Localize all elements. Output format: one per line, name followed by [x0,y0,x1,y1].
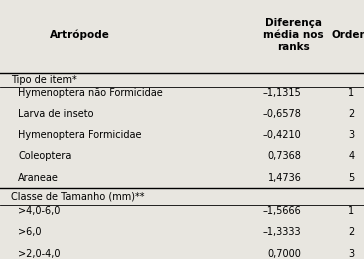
Text: Hymenoptera Formicidae: Hymenoptera Formicidae [18,130,142,140]
Text: –1,5666: –1,5666 [263,206,301,216]
Text: Coleoptera: Coleoptera [18,152,72,161]
Text: 0,7368: 0,7368 [268,152,301,161]
Text: >2,0-4,0: >2,0-4,0 [18,249,61,258]
Text: Hymenoptera não Formicidae: Hymenoptera não Formicidae [18,88,163,98]
Text: Araneae: Araneae [18,173,59,183]
Text: –0,4210: –0,4210 [263,130,301,140]
Text: 1: 1 [348,88,354,98]
Text: Artrópode: Artrópode [50,30,110,40]
Text: Tipo de item*: Tipo de item* [11,75,77,84]
Text: 1: 1 [348,206,354,216]
Text: >4,0-6,0: >4,0-6,0 [18,206,60,216]
Text: 0,7000: 0,7000 [268,249,301,258]
Text: Diferença
média nos
ranks: Diferença média nos ranks [263,18,323,52]
Text: 1,4736: 1,4736 [268,173,301,183]
Text: 2: 2 [348,109,355,119]
Text: 5: 5 [348,173,355,183]
Text: 3: 3 [348,249,354,258]
Text: –1,1315: –1,1315 [263,88,301,98]
Text: Ordem: Ordem [332,30,364,40]
Text: 4: 4 [348,152,354,161]
Text: Classe de Tamanho (mm)**: Classe de Tamanho (mm)** [11,192,145,202]
Text: –1,3333: –1,3333 [263,227,301,237]
Text: –0,6578: –0,6578 [262,109,301,119]
Text: 3: 3 [348,130,354,140]
Text: Larva de inseto: Larva de inseto [18,109,94,119]
Text: >6,0: >6,0 [18,227,42,237]
Text: 2: 2 [348,227,355,237]
